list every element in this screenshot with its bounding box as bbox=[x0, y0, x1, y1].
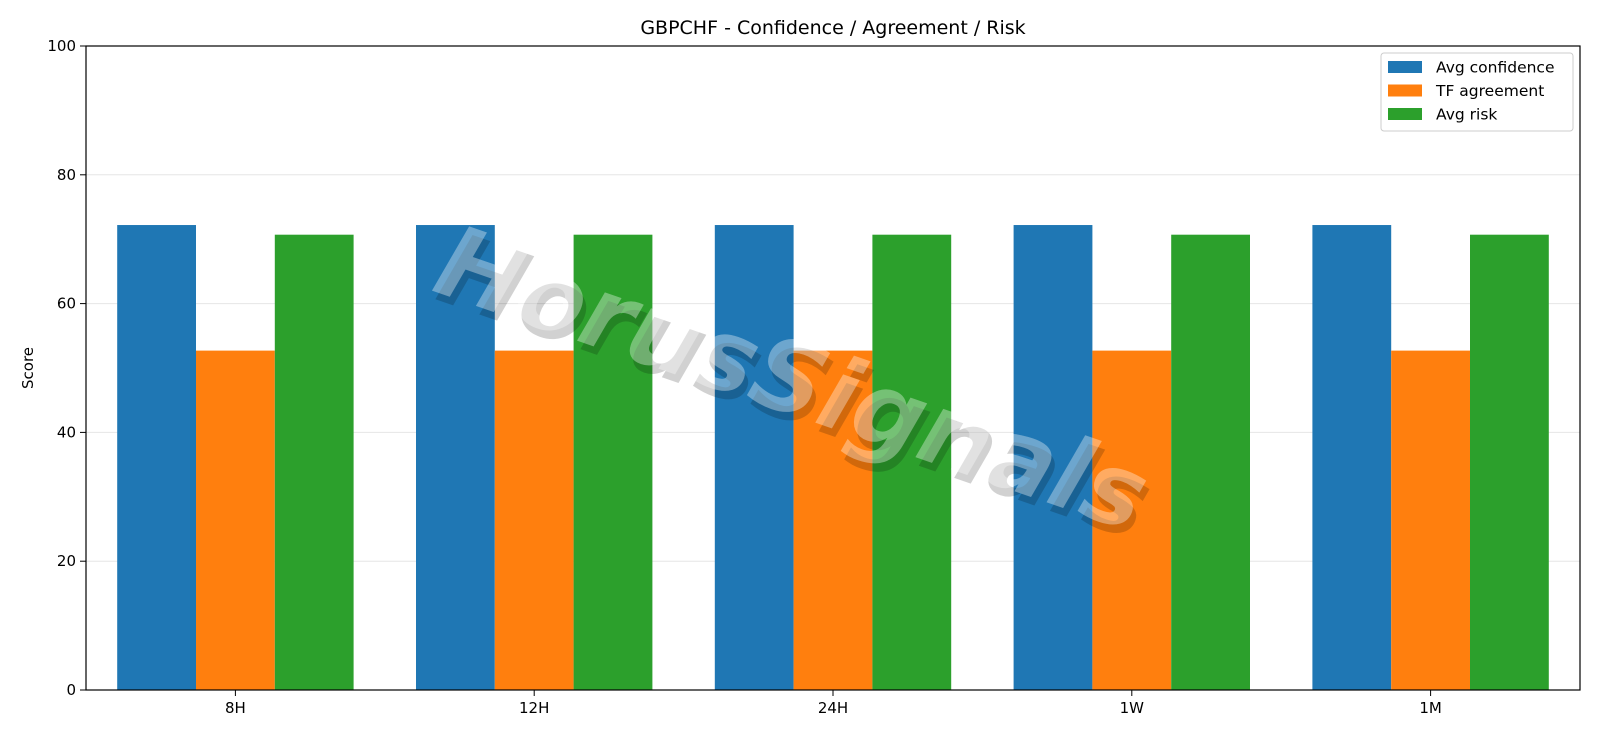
x-axis: 8H 12H 24H 1W 1M bbox=[225, 690, 1442, 717]
legend-label: Avg risk bbox=[1436, 106, 1497, 124]
y-axis: 0 20 40 60 80 100 bbox=[47, 37, 86, 699]
legend-swatch bbox=[1388, 108, 1422, 120]
bar-avg-risk-1m bbox=[1470, 234, 1549, 690]
legend-label: Avg confidence bbox=[1436, 59, 1554, 77]
chart-title: GBPCHF - Confidence / Agreement / Risk bbox=[640, 17, 1025, 39]
x-tick-label: 24H bbox=[818, 699, 848, 717]
x-tick-label: 12H bbox=[519, 699, 549, 717]
y-tick-label: 40 bbox=[57, 423, 76, 441]
bars bbox=[117, 225, 1549, 691]
legend: Avg confidence TF agreement Avg risk bbox=[1380, 52, 1574, 132]
x-tick-label: 1M bbox=[1419, 699, 1442, 717]
y-tick-label: 0 bbox=[66, 681, 76, 699]
legend-swatch bbox=[1388, 61, 1422, 73]
bar-tf-agreement-1w bbox=[1092, 350, 1172, 690]
bar-avg-risk-12h bbox=[573, 234, 653, 690]
bar-tf-agreement-1m bbox=[1391, 350, 1470, 690]
legend-box bbox=[1380, 52, 1574, 132]
x-tick-label: 8H bbox=[225, 699, 246, 717]
y-tick-label: 80 bbox=[57, 166, 76, 184]
bar-avg-risk-24h bbox=[872, 234, 952, 690]
legend-label: TF agreement bbox=[1435, 82, 1544, 100]
bar-avg-confidence-24h bbox=[714, 225, 794, 691]
bar-tf-agreement-8h bbox=[196, 350, 275, 690]
bar-tf-agreement-24h bbox=[793, 350, 873, 690]
bar-tf-agreement-12h bbox=[494, 350, 574, 690]
x-tick-label: 1W bbox=[1120, 699, 1145, 717]
bar-avg-risk-1w bbox=[1171, 234, 1250, 690]
bar-avg-confidence-1m bbox=[1312, 225, 1392, 691]
y-axis-label: Score bbox=[19, 347, 37, 389]
bar-avg-risk-8h bbox=[274, 234, 354, 690]
legend-swatch bbox=[1388, 84, 1422, 97]
y-tick-label: 60 bbox=[57, 295, 76, 313]
y-tick-label: 20 bbox=[57, 552, 76, 570]
y-tick-label: 100 bbox=[47, 37, 76, 55]
bar-avg-confidence-1w bbox=[1013, 225, 1093, 691]
bar-avg-confidence-12h bbox=[416, 225, 495, 691]
bar-avg-confidence-8h bbox=[117, 225, 196, 691]
